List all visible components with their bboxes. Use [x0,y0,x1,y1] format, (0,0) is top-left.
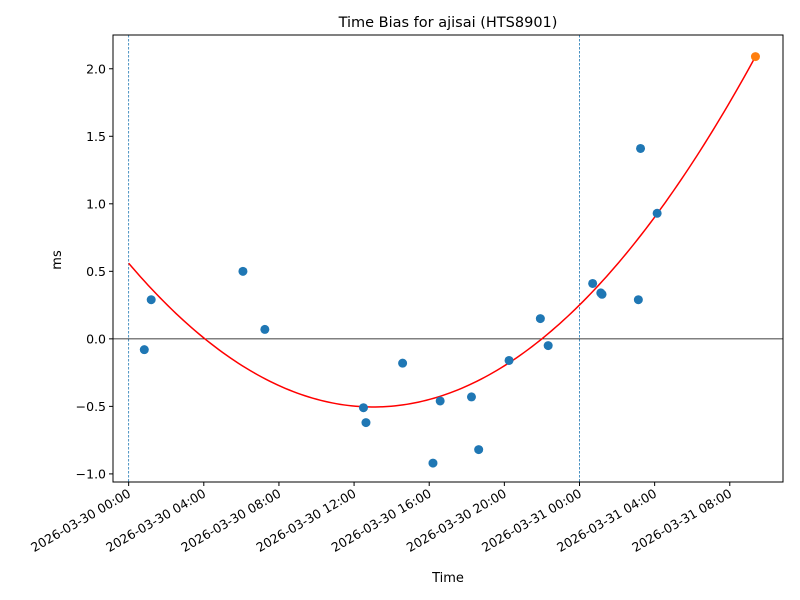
data-point-1 [146,295,156,305]
data-point-7 [428,458,438,468]
data-point-3 [260,324,270,334]
highlight-point [750,52,760,62]
y-tick-label-3: 0.5 [86,264,106,279]
data-point-4 [358,403,368,413]
data-point-11 [504,355,514,365]
y-tick-label-0: −1.0 [76,466,106,481]
fit-curve [128,56,757,408]
data-point-10 [474,445,484,455]
data-point-6 [398,358,408,368]
data-point-17 [633,295,643,305]
y-axis-ticks: −1.0 −0.5 0.0 0.5 1.0 1.5 2.0 [76,61,113,481]
data-point-0 [139,345,149,355]
x-axis-label: Time [431,571,464,586]
data-point-19 [652,208,662,218]
y-tick-label-1: −0.5 [76,399,106,414]
y-tick-label-6: 2.0 [86,61,106,76]
data-point-18 [636,143,646,153]
axes-frame [112,34,784,483]
data-point-9 [466,392,476,402]
plot-frame [112,34,784,483]
data-point-2 [238,266,248,276]
y-tick-label-5: 1.5 [86,129,106,144]
data-point-8 [435,396,445,406]
reference-vertical-lines [128,35,580,482]
data-point-14 [588,278,598,288]
y-tick-label-4: 1.0 [86,196,106,211]
data-point-12 [535,314,545,324]
y-tick-label-2: 0.0 [86,331,106,346]
fit-curve-path [128,56,757,408]
y-axis-label: ms [50,250,65,270]
data-point-13 [543,341,553,351]
data-point-5 [361,418,371,428]
data-points [139,52,760,468]
data-point-16 [597,289,607,299]
chart-title: Time Bias for ajisai (HTS8901) [338,15,558,31]
